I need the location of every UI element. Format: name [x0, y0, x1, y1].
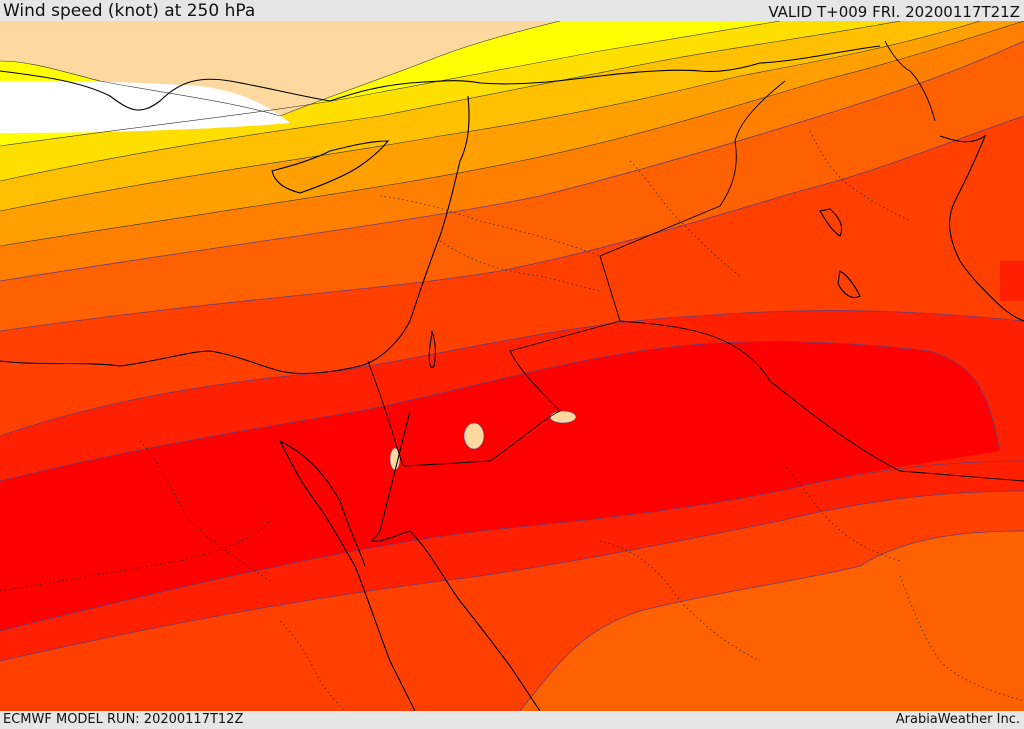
pocket-4 — [1000, 261, 1024, 301]
band-south-darkorange — [520, 531, 1024, 711]
band-red — [0, 341, 1000, 631]
borders — [367, 40, 1024, 482]
header-bar — [0, 0, 1024, 21]
band-tan — [0, 21, 560, 116]
footer-bar — [0, 711, 1024, 729]
coastlines — [0, 45, 1024, 711]
credit-label: ArabiaWeather Inc. — [895, 712, 1020, 727]
band-white — [0, 81, 290, 133]
contour-lines — [0, 40, 1024, 711]
model-run-label: ECMWF MODEL RUN: 20200117T12Z — [3, 712, 244, 727]
pocket-1 — [463, 422, 485, 450]
valid-time: VALID T+009 FRI. 20200117T21Z — [768, 3, 1020, 21]
map-title: Wind speed (knot) at 250 hPa — [3, 1, 256, 21]
dotted-boundaries — [0, 130, 1024, 711]
wind-speed-map[interactable] — [0, 21, 1024, 711]
pocket-2 — [549, 410, 577, 424]
